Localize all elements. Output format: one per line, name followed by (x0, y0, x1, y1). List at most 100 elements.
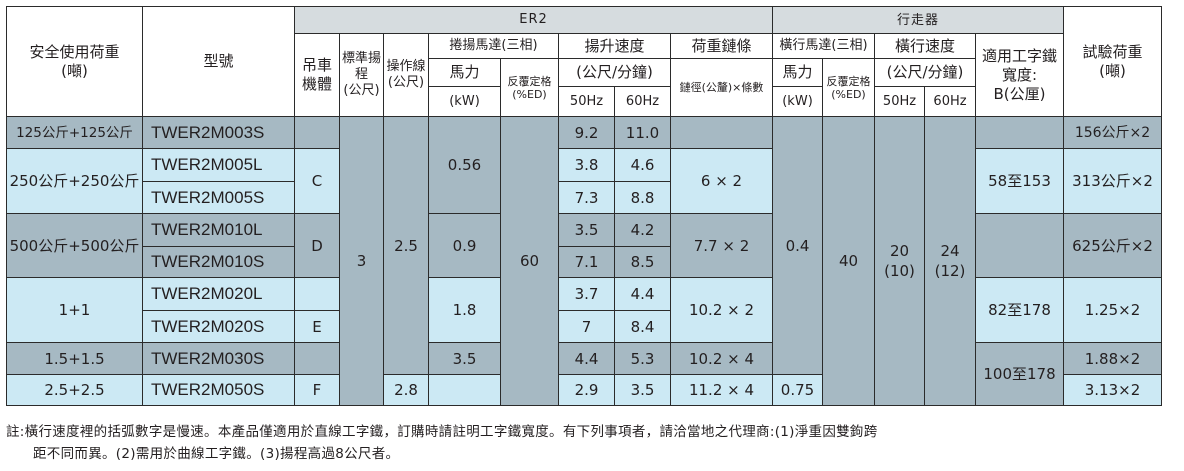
cell-trav-hp: 0.75 (772, 374, 823, 406)
cell-60hz: 5.3 (614, 342, 671, 375)
table-row: TWER2M010S 7.1 8.5 (7, 246, 1162, 278)
cell-60hz: 4.2 (614, 213, 671, 247)
header-trolley: 行走器 (772, 6, 1064, 34)
footnote-line-1: 註:橫行速度裡的括弧數字是慢速。本產品僅適用於直線工字鐵，訂購時請註明工字鐵寬度… (6, 424, 878, 440)
cell-hp: 0.9 (428, 213, 501, 278)
cell-test-load: 1.25×2 (1063, 277, 1162, 343)
spec-table-wrapper: 安全使用荷重 (噸) 型號 ER2 行走器 試驗荷重 (噸) 吊車機體 標準揚程 (公… (6, 6, 1162, 406)
cell-60hz: 11.0 (614, 116, 671, 149)
cell-chain (670, 116, 773, 149)
header-model: 型號 (142, 6, 295, 117)
cell-hp: 0.56 (428, 116, 501, 214)
cell-chain: 10.2 × 2 (670, 277, 773, 343)
cell-test-load: 313公斤×2 (1063, 148, 1162, 214)
header-60hz: 60Hz (614, 86, 671, 117)
header-pendant: 操作線 (公尺) (383, 33, 429, 117)
header-50hz: 50Hz (558, 86, 615, 117)
cell-model: TWER2M050S (142, 374, 295, 406)
cell-chain: 10.2 × 4 (670, 342, 773, 375)
header-hp: 馬力 (428, 58, 501, 87)
header-std-lift: 標準揚程 (公尺) (339, 33, 384, 117)
cell-test-load: 156公斤×2 (1063, 116, 1162, 149)
cell-trav-duty: 40 (822, 116, 875, 406)
spec-table: 安全使用荷重 (噸) 型號 ER2 行走器 試驗荷重 (噸) 吊車機體 標準揚程 (公… (6, 6, 1162, 406)
cell-flange (975, 213, 1064, 278)
table-row: 1+1 TWER2M020L 1.8 3.7 4.4 10.2 × 2 82至1… (6, 277, 1162, 343)
header-test-load: 試驗荷重 (噸) (1063, 6, 1162, 117)
cell-safe-load: 1.5+1.5 (6, 342, 143, 375)
cell-test-load: 625公斤×2 (1063, 213, 1162, 278)
cell-50hz: 2.9 (558, 374, 615, 406)
cell-safe-load: 250公斤+250公斤 (6, 148, 143, 214)
cell-50hz: 3.5 (558, 213, 615, 247)
cell-trav-60hz: 24 (12) (924, 116, 976, 406)
cell-flange: 82至178 (975, 277, 1064, 343)
cell-flange: 100至178 (975, 342, 1064, 406)
header-trav-speed-unit: (公尺/分鐘) (874, 58, 976, 87)
cell-50hz: 7 (558, 310, 615, 343)
cell-50hz: 7.1 (558, 246, 615, 278)
header-trav-motor: 橫行馬達(三相) (772, 33, 875, 59)
table-row: 2.5+2.5 TWER2M050S F 2.8 2.9 3.5 11.2 × … (6, 374, 1162, 406)
cell-chain: 6 × 2 (670, 148, 773, 214)
cell-model: TWER2M010S (142, 246, 295, 278)
cell-body: E (294, 310, 340, 343)
cell-safe-load: 1+1 (6, 277, 143, 343)
cell-60hz: 3.5 (614, 374, 671, 406)
header-hoist-motor: 捲揚馬達(三相) (428, 33, 559, 59)
cell-model: TWER2M005L (142, 148, 295, 182)
header-trav-60hz: 60Hz (924, 86, 976, 117)
cell-flange: 58至153 (975, 148, 1064, 214)
cell-50hz: 9.2 (558, 116, 615, 149)
header-chain: 荷重鏈條 (670, 33, 773, 59)
cell-model: TWER2M010L (142, 213, 295, 247)
header-lift-speed: 揚升速度 (558, 33, 671, 59)
header-trav-hp: 馬力 (772, 58, 823, 87)
cell-50hz: 4.4 (558, 342, 615, 375)
cell-body (294, 277, 340, 311)
cell-trav-hp: 0.4 (772, 116, 823, 375)
cell-body: F (294, 374, 340, 406)
cell-body: D (294, 213, 340, 278)
footnote: 註:橫行速度裡的括弧數字是慢速。本產品僅適用於直線工字鐵，訂購時請註明工字鐵寬度… (6, 421, 1178, 465)
cell-test-load: 1.88×2 (1063, 342, 1162, 375)
cell-model: TWER2M020L (142, 277, 295, 311)
header-trav-speed: 橫行速度 (874, 33, 976, 59)
header-trav-kw: (kW) (772, 86, 823, 117)
cell-60hz: 4.6 (614, 148, 671, 182)
footnote-line-2: 距不同而異。(2)需用於曲線工字鐵。(3)揚程高過8公尺者。 (33, 446, 400, 462)
table-row: 500公斤+500公斤 TWER2M010L D 0.9 3.5 4.2 7.7… (6, 213, 1162, 278)
header-trav-duty: 反覆定格 (%ED) (822, 58, 875, 117)
header-trav-50hz: 50Hz (874, 86, 925, 117)
table-row: 250公斤+250公斤 TWER2M005L C 3.8 4.6 6 × 2 5… (6, 148, 1162, 214)
cell-model: TWER2M020S (142, 310, 295, 343)
cell-model: TWER2M003S (142, 116, 295, 149)
cell-safe-load: 500公斤+500公斤 (6, 213, 143, 278)
cell-model: TWER2M030S (142, 342, 295, 375)
header-lift-speed-unit: (公尺/分鐘) (558, 58, 671, 87)
cell-model: TWER2M005S (142, 181, 295, 214)
table-row: 125公斤+125公斤 TWER2M003S 3 2.5 0.56 60 9.2… (6, 116, 1162, 406)
cell-test-load: 3.13×2 (1063, 374, 1162, 406)
cell-body (294, 342, 340, 375)
cell-60hz: 8.8 (614, 181, 671, 214)
header-safe-load: 安全使用荷重 (噸) (6, 6, 143, 117)
header-flange: 適用工字鐵寬度: B(公厘) (975, 33, 1064, 117)
cell-60hz: 8.4 (614, 310, 671, 343)
header-kw: (kW) (428, 86, 501, 117)
cell-safe-load: 2.5+2.5 (6, 374, 143, 406)
cell-50hz: 3.7 (558, 277, 615, 311)
cell-60hz: 8.5 (614, 246, 671, 278)
cell-body (294, 116, 340, 149)
cell-50hz: 3.8 (558, 148, 615, 182)
cell-chain: 11.2 × 4 (670, 374, 773, 406)
cell-pendant: 2.8 (383, 374, 429, 406)
header-duty: 反覆定格 (%ED) (500, 58, 559, 117)
cell-pendant: 2.5 (383, 116, 429, 375)
cell-50hz: 7.3 (558, 181, 615, 214)
cell-body: C (294, 148, 340, 214)
cell-duty: 60 (500, 116, 559, 406)
cell-trav-50hz: 20 (10) (874, 116, 925, 406)
table-row: TWER2M005S 7.3 8.8 (7, 181, 1162, 214)
cell-60hz: 4.4 (614, 277, 671, 311)
